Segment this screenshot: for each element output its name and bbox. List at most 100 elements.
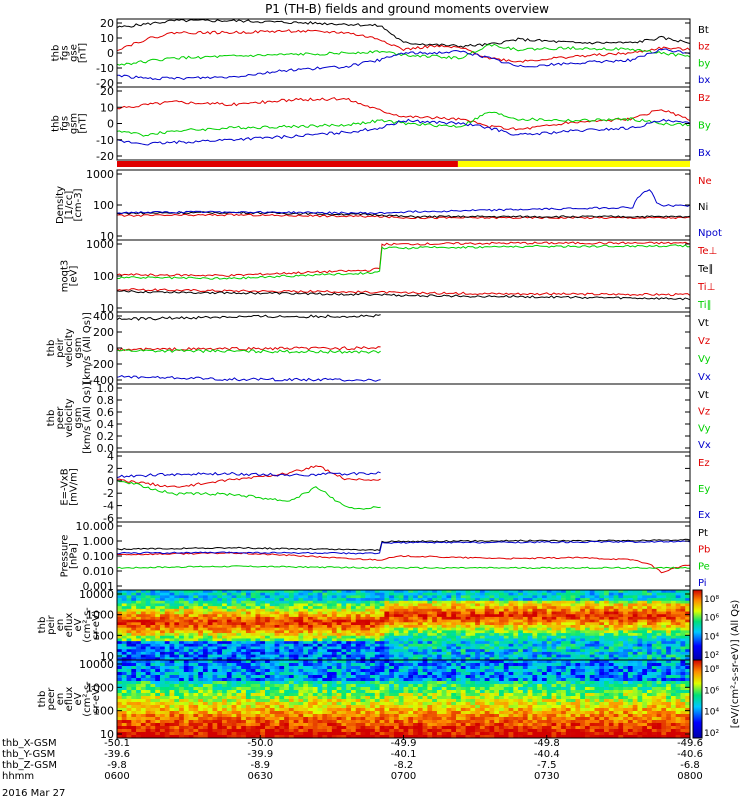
series-line-density-2	[117, 190, 690, 214]
y-axis-label: [nPa]	[69, 543, 80, 569]
y-tick-label: -2	[103, 487, 114, 500]
legend-entry: bx	[698, 75, 710, 86]
x-axis-row-label: thb_X-GSM	[2, 738, 57, 749]
y-tick-label: 10	[100, 32, 114, 45]
series-line-peir-velocity-1	[117, 347, 381, 351]
legend-entry: Vz	[698, 336, 710, 347]
y-tick-label: 4	[107, 450, 114, 463]
y-axis-label: [cm-3]	[73, 188, 84, 221]
series-line-fgs-gse-3	[117, 49, 690, 80]
x-tick-label: -40.1	[391, 749, 417, 760]
colorbar-tick-label: 10⁴	[704, 708, 719, 718]
y-tick-label: 10.000	[76, 520, 115, 533]
colorbar-tick-label: 10⁸	[704, 595, 719, 605]
series-line-temp-3	[117, 245, 690, 279]
mode-bar-yellow	[458, 161, 690, 167]
legend-entry: Te∥	[697, 264, 714, 275]
heatmap-cells-peer-spectrogram	[117, 660, 690, 738]
legend-entry: Ez	[698, 458, 710, 469]
y-tick-label: 0	[107, 118, 114, 131]
y-tick-label: -10	[96, 62, 114, 75]
legend-entry: Ne	[698, 176, 712, 187]
series-line-pressure-1	[117, 552, 690, 572]
legend-entry: Pb	[698, 545, 710, 556]
plot-title: P1 (TH-B) fields and ground moments over…	[265, 2, 549, 16]
x-tick-label: 0800	[677, 771, 702, 782]
y-axis-label: sr-eV)	[91, 610, 102, 639]
y-axis-label: sr-eV)	[91, 684, 102, 713]
legend-entry: Bt	[698, 25, 709, 36]
series-line-peir-velocity-2	[117, 350, 381, 354]
y-tick-label: 2	[107, 462, 114, 475]
x-tick-label: -49.6	[677, 738, 703, 749]
y-tick-label: 1000	[86, 168, 114, 181]
x-tick-label: -50.0	[247, 738, 273, 749]
y-tick-label: 0	[107, 342, 114, 355]
x-tick-label: -40.4	[534, 749, 560, 760]
legend-entry: Pt	[698, 528, 708, 539]
y-axis-label: [nT]	[78, 113, 89, 133]
colorbar	[693, 660, 702, 738]
x-tick-label: -8.9	[250, 760, 270, 771]
panel-frame-pressure	[117, 522, 690, 590]
mode-bar-red	[117, 161, 458, 167]
colorbar-tick-label: 10⁶	[704, 614, 719, 624]
y-tick-label: 0	[107, 475, 114, 488]
colorbar-tick-label: 10⁴	[704, 632, 719, 642]
y-tick-label: 1.000	[83, 535, 115, 548]
y-tick-label: 0.100	[83, 550, 115, 563]
legend-entry: Npot	[698, 228, 722, 239]
series-line-pressure-2	[117, 566, 690, 569]
x-axis-row-label: thb_Y-GSM	[2, 749, 55, 760]
colorbar-title: [eV/(cm²-s-sr-eV)] (All Qs)	[730, 600, 741, 729]
series-line-peir-velocity-0	[117, 315, 381, 321]
legend-entry: By	[698, 121, 711, 132]
y-tick-label: -10	[96, 134, 114, 147]
y-tick-label: 100	[93, 199, 114, 212]
legend-entry: Ti∥	[697, 300, 712, 311]
x-tick-label: -40.6	[677, 749, 703, 760]
panel-peer-spectrogram: 10000100010010thbpeerenefluxeV(cm²-s-sr-…	[37, 658, 690, 741]
legend-entry: bz	[698, 42, 710, 53]
legend-entry: Vx	[698, 372, 711, 383]
series-line-fgs-gsm-0	[117, 98, 690, 130]
panel-frame-fgs-gsm	[117, 87, 690, 160]
colorbar-tick-label: 10⁶	[704, 686, 719, 696]
y-axis-label: [eV]	[69, 266, 80, 287]
x-axis-row-label: thb_Z-GSM	[2, 760, 57, 771]
panel-peer-velocity: 1.00.80.60.40.20.0thbpeervelocitygsm[km/…	[46, 382, 711, 455]
series-line-fgs-gsm-2	[117, 119, 690, 145]
x-tick-label: -49.9	[391, 738, 417, 749]
legend-entry: Vt	[698, 390, 709, 401]
x-tick-label: 0600	[104, 771, 129, 782]
legend-entry: by	[698, 58, 710, 69]
y-axis-label: [km/s (All Qs)]	[82, 382, 93, 454]
x-tick-label: 0630	[248, 771, 273, 782]
series-line-pressure-0	[117, 539, 690, 550]
x-tick-label: -39.6	[104, 749, 130, 760]
x-tick-label: -39.9	[247, 749, 273, 760]
x-tick-label: -6.8	[680, 760, 700, 771]
legend-entry: Ti⊥	[697, 282, 715, 293]
x-tick-label: -7.5	[537, 760, 557, 771]
y-axis-label: [km/s (All Qs)]	[82, 312, 93, 384]
y-tick-label: 10000	[79, 658, 114, 671]
legend-entry: Ni	[698, 202, 708, 213]
panel-frame-efield	[117, 452, 690, 522]
y-tick-label: 20	[100, 17, 114, 30]
legend-entry: Vt	[698, 318, 709, 329]
legend-entry: Ex	[698, 510, 710, 521]
y-tick-label: 200	[93, 326, 114, 339]
legend-entry: Vy	[698, 354, 711, 365]
legend-entry: Ey	[698, 484, 710, 495]
y-tick-label: 1000	[86, 238, 114, 251]
legend-entry: Pe	[698, 561, 710, 572]
legend-entry: Vx	[698, 440, 711, 451]
colorbar	[693, 590, 702, 660]
legend-entry: Bz	[698, 93, 710, 104]
series-line-temp-0	[117, 289, 690, 296]
